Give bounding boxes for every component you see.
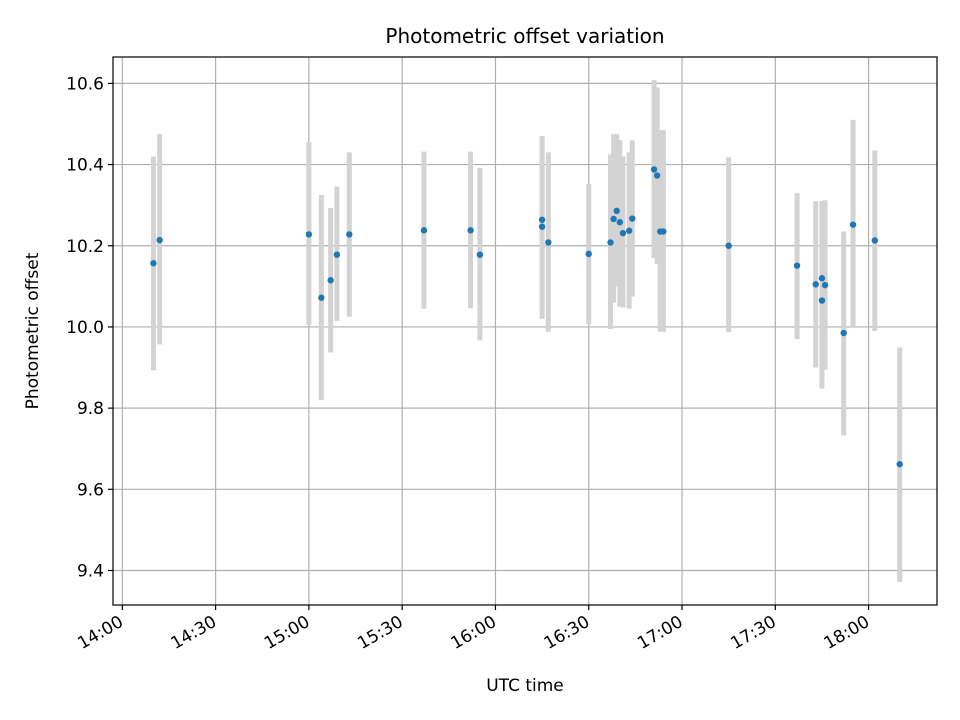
data-point xyxy=(333,251,341,258)
data-point xyxy=(896,460,903,468)
data-point xyxy=(818,275,826,282)
x-axis-title: UTC time xyxy=(486,676,564,696)
data-point xyxy=(616,219,624,226)
data-point xyxy=(610,215,617,223)
data-point xyxy=(346,231,353,238)
data-point xyxy=(871,237,879,244)
data-point xyxy=(538,223,546,230)
data-point xyxy=(327,277,334,284)
data-point xyxy=(156,236,163,244)
data-point xyxy=(653,172,661,179)
y-tick-label: 9.6 xyxy=(77,480,104,500)
data-point xyxy=(476,251,484,258)
y-tick-label: 10.2 xyxy=(66,237,104,257)
data-point xyxy=(318,294,325,301)
data-point xyxy=(821,281,829,289)
data-point xyxy=(305,231,313,238)
y-axis: 9.4 9.6 9.8 10.0 10.2 10.4 10.6 xyxy=(66,74,113,581)
y-tick-label: 9.4 xyxy=(77,561,104,581)
data-point xyxy=(545,239,552,246)
data-point xyxy=(585,250,592,258)
data-point xyxy=(467,227,474,234)
data-points xyxy=(150,166,903,468)
chart-title: Photometric offset variation xyxy=(385,24,664,48)
y-tick-label: 10.4 xyxy=(66,156,104,176)
data-point xyxy=(619,229,627,237)
data-point xyxy=(660,228,667,235)
y-tick-label: 10.0 xyxy=(66,318,104,338)
y-tick-label: 9.8 xyxy=(77,399,104,419)
data-point xyxy=(818,297,826,304)
data-point xyxy=(607,239,614,246)
plot-frame xyxy=(112,56,938,606)
data-point xyxy=(613,207,620,215)
data-point xyxy=(849,221,857,228)
data-point xyxy=(793,262,801,269)
data-point xyxy=(629,215,636,222)
y-tick-label: 10.6 xyxy=(66,74,104,94)
data-point xyxy=(812,281,819,288)
data-point xyxy=(650,166,658,173)
y-axis-title: Photometric offset xyxy=(23,252,43,409)
data-point xyxy=(625,227,633,234)
data-point xyxy=(150,260,157,267)
data-point xyxy=(538,216,546,223)
data-point xyxy=(420,227,428,234)
data-point xyxy=(725,242,732,249)
data-point xyxy=(840,329,847,337)
